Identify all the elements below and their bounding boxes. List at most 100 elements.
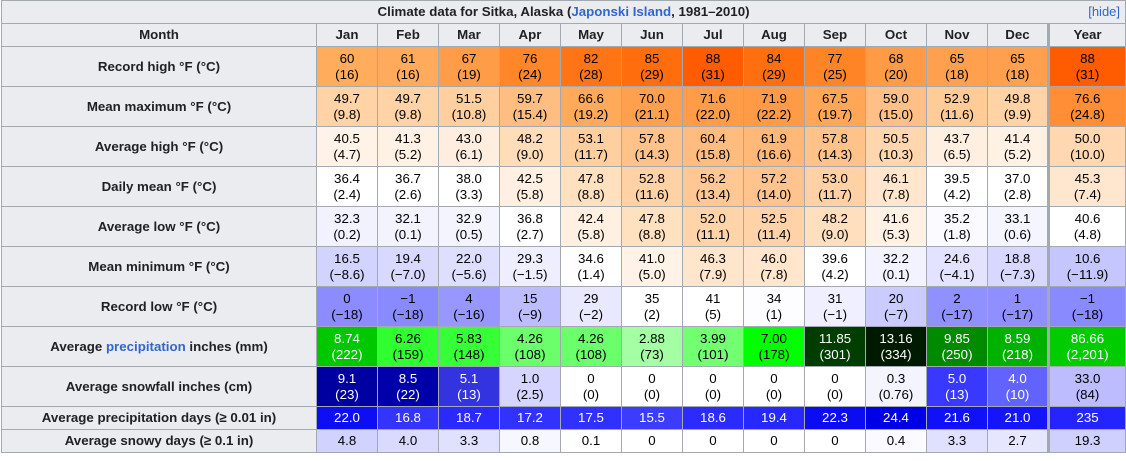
data-cell: −1 (−18)	[1046, 286, 1126, 327]
cell-value-f: 41.6	[883, 210, 909, 226]
data-cell: 7.00 (178)	[743, 326, 805, 367]
cell-value-f: 4.26	[578, 330, 604, 346]
month-header-year: Year	[1046, 23, 1126, 47]
cell-value-f: 59.7	[517, 90, 543, 106]
data-cell: 21.0	[987, 406, 1049, 430]
cell-value-c: (8.8)	[577, 186, 605, 202]
precipitation-link[interactable]: precipitation	[105, 338, 186, 354]
cell-value-c: (−17)	[941, 306, 973, 322]
data-cell: 0 (0)	[682, 366, 744, 407]
data-cell: 15.5	[621, 406, 683, 430]
cell-value-f: 2	[953, 290, 961, 306]
data-cell: 4.26 (108)	[560, 326, 622, 367]
cell-value-c: (−4.1)	[939, 266, 975, 282]
cell-value-f: −1	[400, 290, 416, 306]
month-header-apr: Apr	[499, 23, 561, 47]
cell-value-c: (−11.9)	[1066, 266, 1109, 282]
data-cell: 3.3	[926, 429, 988, 453]
cell-value-f: 45.3	[1074, 170, 1101, 186]
cell-value-f: 39.5	[944, 170, 970, 186]
cell-value-f: 39.6	[822, 250, 848, 266]
cell-value-f: 4.26	[517, 330, 543, 346]
row-label: Average high °F (°C)	[1, 126, 317, 167]
cell-value-f: 57.2	[761, 170, 787, 186]
cell-value-f: 46.3	[700, 250, 726, 266]
table-row: Mean maximum °F (°C) 49.7 (9.8) 49.7 (9.8) 51…	[1, 86, 1126, 127]
row-label: Average precipitation days (≥ 0.01 in)	[1, 406, 317, 430]
table-row: Record high °F (°C) 60 (16) 61 (16) 67 (19) 76(…	[1, 46, 1126, 87]
cell-value-c: (0)	[765, 386, 783, 402]
cell-value-f: 32.1	[395, 210, 421, 226]
cell-value-f: 22.3	[822, 410, 848, 425]
data-cell: 50.5 (10.3)	[865, 126, 927, 167]
data-cell: 41.6 (5.3)	[865, 206, 927, 247]
cell-value-c: (11.4)	[757, 226, 791, 242]
cell-value-f: 48.2	[517, 130, 543, 146]
cell-value-f: 19.4	[395, 250, 421, 266]
data-cell: 10.6 (−11.9)	[1046, 246, 1126, 287]
cell-value-f: 8.5	[398, 370, 418, 386]
cell-value-c: (11.1)	[696, 226, 730, 242]
cell-value-f: 19.3	[1074, 433, 1101, 448]
data-cell: 45.3 (7.4)	[1046, 166, 1126, 207]
data-cell: 46.3 (7.9)	[682, 246, 744, 287]
cell-value-c: (16.6)	[756, 146, 792, 162]
cell-value-f: 17.5	[578, 410, 604, 425]
cell-value-f: 66.6	[578, 90, 604, 106]
data-cell: 56.2 (13.4)	[682, 166, 744, 207]
cell-value-c: (1.4)	[577, 266, 605, 282]
data-cell: 52.0 (11.1)	[682, 206, 744, 247]
data-cell: 13.16 (334)	[865, 326, 927, 367]
cell-value-c: (18)	[945, 66, 969, 82]
cell-value-f: 53.0	[822, 170, 848, 186]
cell-value-f: 41.3	[395, 130, 421, 146]
cell-value-c: (14.3)	[817, 146, 853, 162]
cell-value-c: (19.7)	[817, 106, 853, 122]
row-label: Daily mean °F (°C)	[1, 166, 317, 207]
cell-value-f: 57.8	[639, 130, 665, 146]
data-cell: 18.7	[438, 406, 500, 430]
cell-value-c: (0)	[582, 386, 600, 402]
data-cell: 66.6 (19.2)	[560, 86, 622, 127]
cell-value-f: 2.7	[1008, 433, 1027, 448]
cell-value-c: (10)	[1005, 386, 1030, 402]
cell-value-f: 50.0	[1074, 130, 1101, 146]
data-cell: 86.66 (2,201)	[1046, 326, 1126, 367]
data-cell: 67 (19)	[438, 46, 500, 87]
cell-value-c: (4.2)	[943, 186, 971, 202]
cell-value-f: 36.8	[517, 210, 543, 226]
cell-value-c: (2,201)	[1066, 346, 1109, 362]
data-cell: 67.5 (19.7)	[804, 86, 866, 127]
data-cell: 15 (−9)	[499, 286, 561, 327]
cell-value-f: 46.0	[761, 250, 787, 266]
cell-value-c: (1.8)	[943, 226, 971, 242]
cell-value-f: 49.7	[334, 90, 360, 106]
data-cell: 60 (16)	[316, 46, 378, 87]
cell-value-f: 36.7	[395, 170, 421, 186]
japonski-island-link[interactable]: Japonski Island	[571, 4, 672, 19]
data-cell: 21.6	[926, 406, 988, 430]
cell-value-f: 33.1	[1004, 210, 1031, 226]
data-cell: 2.7	[987, 429, 1049, 453]
cell-value-f: 48.2	[822, 210, 848, 226]
cell-value-f: 38.0	[456, 170, 482, 186]
cell-value-f: 76.6	[1074, 90, 1101, 106]
data-cell: 60.4 (15.8)	[682, 126, 744, 167]
cell-value-c: (6.1)	[455, 146, 483, 162]
cell-value-c: (10.8)	[451, 106, 487, 122]
cell-value-f: 41.0	[639, 250, 665, 266]
data-cell: 9.85 (250)	[926, 326, 988, 367]
cell-value-f: 18.7	[456, 410, 482, 425]
cell-value-f: 10.6	[1074, 250, 1101, 266]
data-cell: 57.8 (14.3)	[804, 126, 866, 167]
cell-value-c: (−9)	[517, 306, 543, 322]
caption-suffix: , 1981–2010)	[671, 4, 750, 19]
cell-value-c: (16)	[396, 66, 420, 82]
data-cell: 0.8	[499, 429, 561, 453]
cell-value-c: (−16)	[453, 306, 485, 322]
cell-value-f: 8.59	[1004, 330, 1031, 346]
data-cell: 76 (24)	[499, 46, 561, 87]
data-cell: 41.4 (5.2)	[987, 126, 1049, 167]
hide-toggle-link[interactable]: [hide]	[1088, 4, 1121, 19]
data-cell: 4.0 (10)	[987, 366, 1049, 407]
